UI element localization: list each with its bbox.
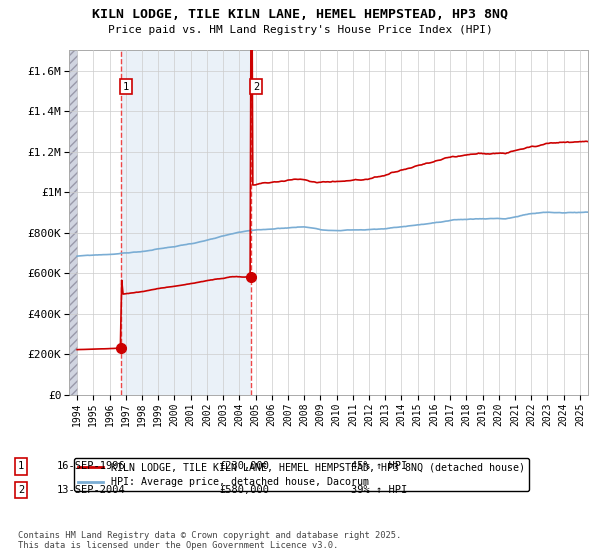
- Text: £230,000: £230,000: [219, 461, 269, 472]
- Text: 2: 2: [18, 485, 24, 495]
- Text: 39% ↑ HPI: 39% ↑ HPI: [351, 485, 407, 495]
- Text: 1: 1: [18, 461, 24, 472]
- Text: Price paid vs. HM Land Registry's House Price Index (HPI): Price paid vs. HM Land Registry's House …: [107, 25, 493, 35]
- Text: 13-SEP-2004: 13-SEP-2004: [57, 485, 126, 495]
- Text: 45% ↑ HPI: 45% ↑ HPI: [351, 461, 407, 472]
- Text: KILN LODGE, TILE KILN LANE, HEMEL HEMPSTEAD, HP3 8NQ: KILN LODGE, TILE KILN LANE, HEMEL HEMPST…: [92, 8, 508, 21]
- Text: £580,000: £580,000: [219, 485, 269, 495]
- Legend: KILN LODGE, TILE KILN LANE, HEMEL HEMPSTEAD, HP3 8NQ (detached house), HPI: Aver: KILN LODGE, TILE KILN LANE, HEMEL HEMPST…: [74, 458, 529, 491]
- Text: Contains HM Land Registry data © Crown copyright and database right 2025.
This d: Contains HM Land Registry data © Crown c…: [18, 531, 401, 550]
- Bar: [121, 50, 251, 395]
- Text: 1: 1: [123, 82, 129, 92]
- Text: 16-SEP-1996: 16-SEP-1996: [57, 461, 126, 472]
- Text: 2: 2: [253, 82, 259, 92]
- Bar: [69, 50, 78, 395]
